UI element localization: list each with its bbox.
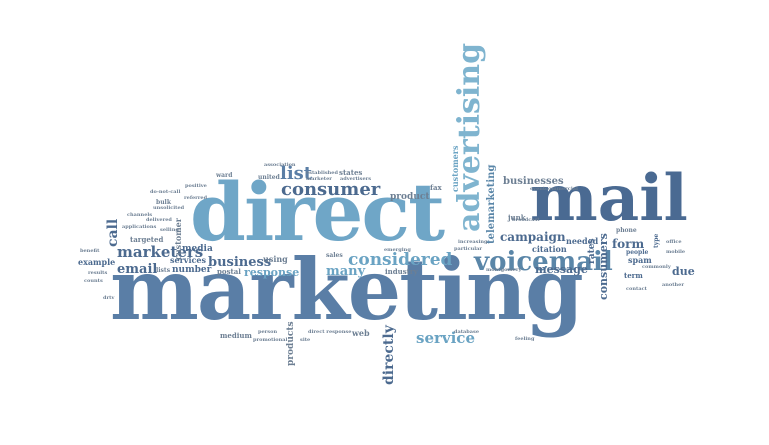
word-fax: fax [430,183,442,192]
word-counts: counts [84,278,103,284]
word-delivered: delivered [146,217,172,223]
word-services: services [170,255,206,265]
word-campaign: campaign [500,230,566,244]
word-broadcast: broadcast [512,217,540,223]
word-marketers: marketers [117,243,204,261]
word-direct-response: direct response [308,329,352,335]
word-directly: directly [381,325,397,385]
word-office: office [666,239,682,245]
word-list: list [280,163,313,184]
word-customers: customers [450,145,460,193]
word-media: media [182,244,213,254]
word-emerging: emerging [384,247,411,253]
word-product: product [390,192,430,202]
word-needed: needed [566,236,599,246]
word-using: using [263,254,288,264]
word-advertising: advertising [452,42,487,232]
word-direct: direct [190,165,445,259]
word-commercial: commercial [545,186,578,192]
word-person: person [258,329,278,335]
word-established: established [306,170,338,176]
word-another: another [662,282,684,288]
word-do-not-call: do-not-call [150,189,181,195]
word-applications: applications [122,224,157,230]
word-feeling: feeling [515,336,535,342]
word-contact: contact [626,286,647,292]
word-results: results [88,270,108,276]
word-drtv: drtv [103,295,115,301]
word-type: type [653,233,660,248]
word-consumer: consumer [281,179,381,200]
word-form: form [612,237,645,251]
word-site: site [300,337,311,343]
word-advertisers: advertisers [340,176,372,182]
word-increasing: increasing [458,239,488,245]
word-bulk: bulk [156,199,171,206]
word-association: association [264,162,296,168]
word-message: message [535,263,588,276]
word-targeted: targeted [130,235,164,244]
word-postal: postal [217,267,241,276]
word-web: web [352,328,370,338]
word-businesses: businesses [503,176,564,187]
word-unsolicited: unsolicited [153,205,185,211]
word-selling: selling [160,227,179,233]
word-rates: rates [587,238,597,264]
word-junk: junk [508,213,526,222]
word-call: call [105,218,121,247]
word-considered: considered [348,250,453,270]
word-telemarketing: telemarketing [486,164,497,244]
word-benefit: benefit [80,248,100,254]
word-voicemail: voicemail [474,247,613,277]
word-united: united [258,174,280,181]
word-customer: customer [173,218,183,260]
word-phone: phone [616,227,637,234]
word-business: business [208,255,272,270]
word-particular: particular [454,246,483,252]
word-database: database [454,329,480,335]
word-montgomery: montgomery [486,267,522,273]
word-ward: ward [216,172,233,179]
word-marketer: marketer [306,176,332,182]
word-positive: positive [185,183,207,189]
word-lists: lists [156,267,171,274]
word-mobile: mobile [666,249,686,255]
word-citation: citation [532,244,567,254]
word-products: products [286,321,296,366]
word-number: number [172,265,212,275]
word-sales: sales [326,252,343,259]
word-consumers: consumers [597,233,610,300]
word-commonly: commonly [642,264,671,270]
word-service: service [416,329,475,347]
word-marketing: marketing [110,240,584,339]
word-many: many [326,264,366,279]
word-medium: medium [220,331,252,340]
word-people: people [626,249,649,256]
word-event: event [530,186,546,192]
word-example: example [78,257,116,267]
word-promotional: promotional [253,337,288,343]
word-states: states [339,168,363,177]
word-industry: industry [385,267,418,276]
word-due: due [672,265,695,278]
word-channels: channels [127,212,153,218]
word-referred: referred [184,195,208,201]
word-spam: spam [628,255,652,265]
word-term: term [624,271,643,280]
word-mail: mail [530,161,688,236]
word-response: response [244,266,300,279]
word-email: email [117,262,158,277]
